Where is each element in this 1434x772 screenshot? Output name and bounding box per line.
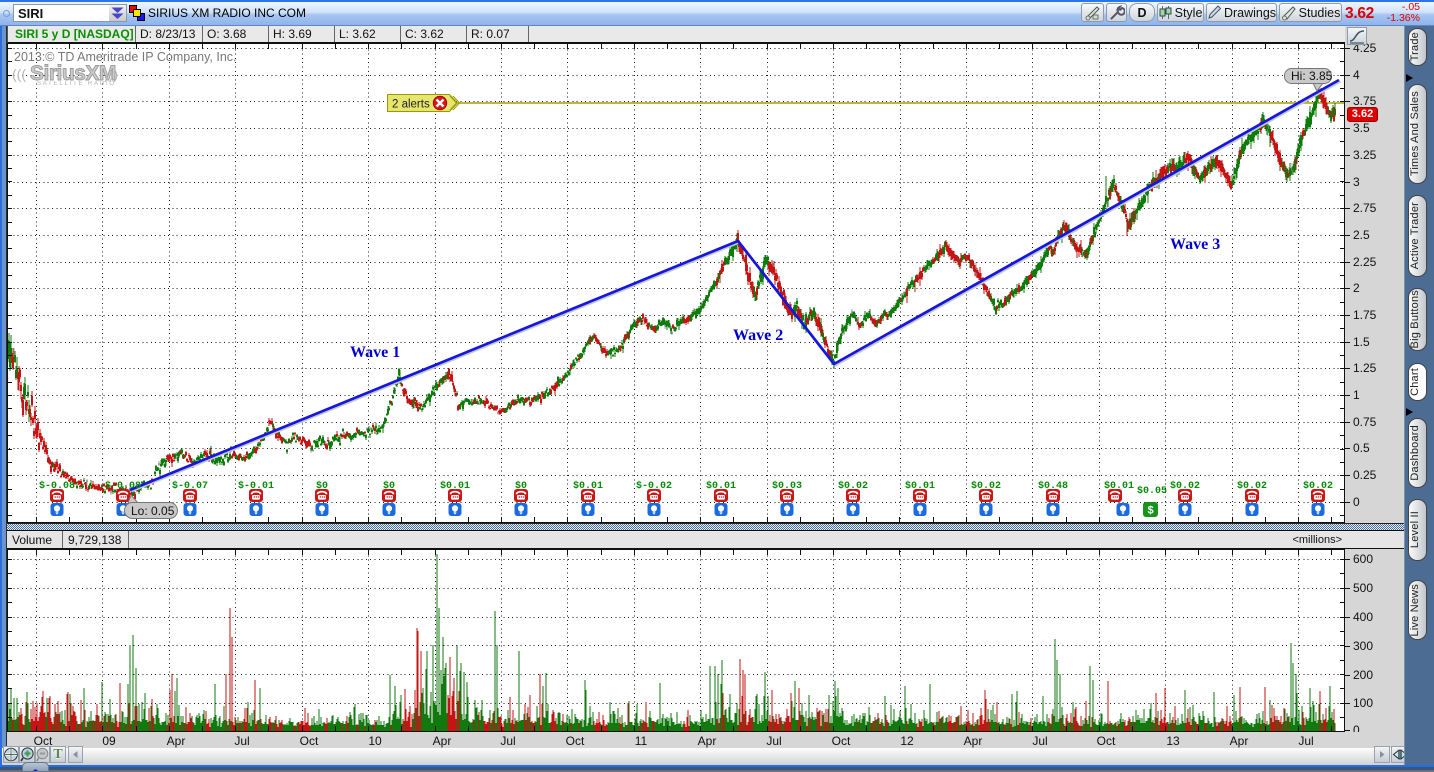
svg-text:(((: ((( bbox=[12, 66, 26, 82]
svg-text:2013:© TD Ameritrade IP Compan: 2013:© TD Ameritrade IP Company, Inc. bbox=[14, 50, 237, 64]
svg-text:$-0.07: $-0.07 bbox=[172, 480, 208, 492]
svg-text:$0.01: $0.01 bbox=[706, 480, 736, 492]
svg-text:$0: $0 bbox=[383, 480, 395, 492]
svg-text:$0.48: $0.48 bbox=[1038, 480, 1068, 492]
svg-text:$0.02: $0.02 bbox=[1237, 480, 1267, 492]
svg-text:Lo: 0.05: Lo: 0.05 bbox=[131, 504, 175, 518]
svg-text:$-0.08: $-0.08 bbox=[105, 480, 141, 492]
svg-text:$0.05: $0.05 bbox=[1137, 485, 1167, 497]
svg-text:SiriusXM: SiriusXM bbox=[30, 62, 116, 85]
svg-text:$-0.08: $-0.08 bbox=[39, 480, 75, 492]
svg-text:Wave 2: Wave 2 bbox=[733, 327, 783, 344]
svg-text:$-0.01: $-0.01 bbox=[238, 480, 274, 492]
svg-text:Wave 1: Wave 1 bbox=[350, 344, 400, 361]
svg-text:$0.02: $0.02 bbox=[1170, 480, 1200, 492]
svg-text:2 alerts: 2 alerts bbox=[392, 99, 430, 111]
svg-text:Wave 3: Wave 3 bbox=[1170, 236, 1220, 253]
svg-text:Hi: 3.85: Hi: 3.85 bbox=[1291, 69, 1333, 83]
svg-text:$0.01: $0.01 bbox=[1104, 480, 1134, 492]
svg-text:$0.01: $0.01 bbox=[440, 480, 470, 492]
svg-text:$0.02: $0.02 bbox=[1303, 480, 1333, 492]
svg-text:))): ))) bbox=[104, 66, 118, 82]
svg-text:$0: $0 bbox=[515, 480, 527, 492]
svg-text:SATELLITE RADIO: SATELLITE RADIO bbox=[37, 81, 116, 87]
svg-text:$0.01: $0.01 bbox=[905, 480, 935, 492]
svg-text:$0.02: $0.02 bbox=[838, 480, 868, 492]
svg-text:$0.03: $0.03 bbox=[772, 480, 802, 492]
svg-text:$0: $0 bbox=[316, 480, 328, 492]
svg-text:$-0.02: $-0.02 bbox=[636, 480, 672, 492]
svg-text:$0.01: $0.01 bbox=[573, 480, 603, 492]
svg-text:$0.02: $0.02 bbox=[971, 480, 1001, 492]
